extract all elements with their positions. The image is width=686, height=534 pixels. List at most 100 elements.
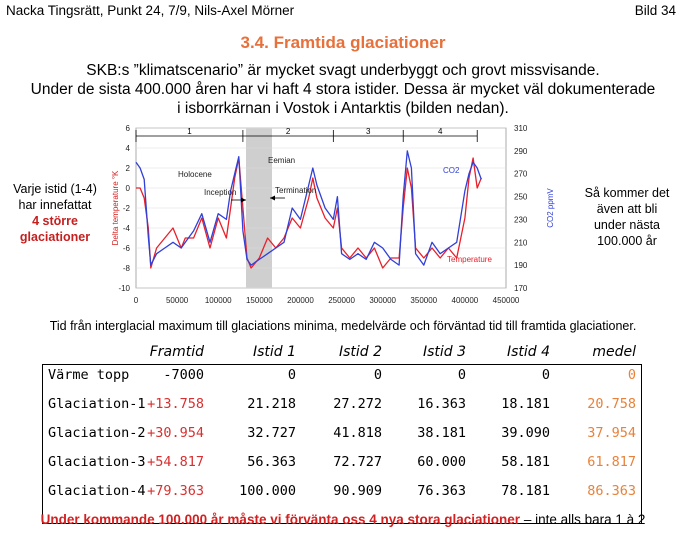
col-header-istid1: Istid 1 (252, 344, 296, 360)
left-tick-label: 4 (126, 144, 131, 153)
inception-label: Inception (204, 188, 236, 197)
table-cell: 60.000 (417, 454, 466, 470)
table-cell: 21.218 (247, 396, 296, 412)
footer-bold: Under kommande 100.000 år måste vi förvä… (40, 512, 521, 527)
col-header-istid4: Istid 4 (506, 344, 550, 360)
table-cell: 100.000 (239, 483, 296, 499)
x-tick-label: 250000 (328, 296, 355, 305)
table-cell: 32.727 (247, 425, 296, 441)
right-tick-label: 170 (514, 284, 528, 293)
left-tick-label: -8 (123, 264, 131, 273)
row-label: Värme topp (48, 367, 130, 383)
table-cell: +79.363 (147, 483, 204, 499)
side-left-line-3: 4 större (32, 214, 78, 228)
table-cell: 16.363 (417, 396, 466, 412)
period-label: 3 (366, 127, 371, 136)
right-tick-label: 190 (514, 261, 528, 270)
table-row: Värme topp -7000 0 0 0 0 0 (42, 367, 642, 396)
footer-rest: – inte alls bara 1 à 2 (520, 512, 646, 527)
table-cell: 56.363 (247, 454, 296, 470)
side-left-line-2: har innefattat (18, 198, 92, 212)
left-tick-label: -6 (123, 244, 131, 253)
holocene-label: Holocene (178, 170, 212, 179)
x-axis-ticks: 0 50000 100000 150000 200000 250000 300000 3500… (134, 296, 520, 305)
right-tick-label: 290 (514, 147, 528, 156)
table-cell: +13.758 (147, 396, 204, 412)
table-cell: 78.181 (501, 483, 550, 499)
co2-series-line (135, 150, 482, 266)
side-right-line-1: Så kommer det (584, 186, 670, 200)
table-cell: 41.818 (333, 425, 382, 441)
table-row: Glaciation-3 +54.817 56.363 72.727 60.000 58.… (42, 454, 642, 483)
table-cell: 86.363 (587, 483, 636, 499)
right-axis-label: CO2 ppmV (546, 188, 555, 228)
table-cell: -7000 (163, 367, 204, 383)
x-tick-label: 400000 (452, 296, 479, 305)
gridlines (136, 127, 506, 289)
slide-title: 3.4. Framtida glaciationer (240, 33, 446, 52)
period-markers: 1 2 3 4 (135, 127, 478, 142)
x-tick-label: 0 (134, 296, 139, 305)
vostok-chart: 1 2 3 4 6 4 2 0 -2 -4 -6 -8 -10 310 290 270 250 230 210 1… (111, 124, 555, 305)
x-tick-label: 100000 (205, 296, 232, 305)
table-cell: 37.954 (587, 425, 636, 441)
x-tick-label: 50000 (166, 296, 189, 305)
table-cell: 38.181 (417, 425, 466, 441)
table-row: Glaciation-1 +13.758 21.218 27.272 16.363 18.… (42, 396, 642, 425)
table-cell: 0 (457, 367, 466, 383)
table-cell: 39.090 (501, 425, 550, 441)
col-header-istid3: Istid 3 (422, 344, 466, 360)
table-cell: +30.954 (147, 425, 204, 441)
header-left: Nacka Tingsrätt, Punkt 24, 7/9, Nils-Axe… (6, 3, 295, 18)
x-tick-label: 200000 (287, 296, 314, 305)
footer-conclusion: Under kommande 100.000 år måste vi förvä… (0, 512, 686, 527)
series-layer (135, 150, 482, 269)
eemian-label: Eemian (268, 156, 295, 165)
x-tick-label: 150000 (246, 296, 273, 305)
left-axis-label: Delta temperature °K (111, 170, 120, 245)
left-tick-label: -10 (118, 284, 130, 293)
right-tick-label: 230 (514, 215, 528, 224)
table-cell: 0 (541, 367, 550, 383)
period-label: 2 (286, 127, 291, 136)
intro-line-1: SKB:s ”klimatscenario” är mycket svagt u… (86, 62, 600, 79)
x-tick-label: 350000 (410, 296, 437, 305)
left-axis-ticks: 6 4 2 0 -2 -4 -6 -8 -10 (118, 124, 130, 293)
table-cell: 58.181 (501, 454, 550, 470)
col-header-medel: medel (592, 344, 636, 360)
temperature-series-line (136, 157, 482, 269)
right-tick-label: 270 (514, 170, 528, 179)
right-tick-label: 250 (514, 193, 528, 202)
table-cell: 0 (627, 367, 636, 383)
left-tick-label: -2 (123, 204, 131, 213)
table-cell: 72.727 (333, 454, 382, 470)
left-tick-label: -4 (123, 224, 131, 233)
row-label: Glaciation-2 (48, 425, 146, 441)
right-tick-label: 210 (514, 238, 528, 247)
side-right-line-3: under nästa (593, 218, 661, 232)
row-label: Glaciation-1 (48, 396, 146, 412)
right-tick-label: 310 (514, 124, 528, 133)
side-right-line-4: 100.000 år (597, 234, 657, 248)
table-row: Glaciation-2 +30.954 32.727 41.818 38.181 39.… (42, 425, 642, 454)
left-tick-label: 2 (126, 164, 131, 173)
co2-label: CO2 (443, 166, 460, 175)
table-caption: Tid från interglacial maximum till glaci… (49, 319, 637, 333)
table-cell: 0 (373, 367, 382, 383)
intro-line-3: i isborrkärnan i Vostok i Antarktis (bil… (177, 100, 509, 117)
right-axis-ticks: 310 290 270 250 230 210 190 170 (514, 124, 528, 293)
table-cell: 20.758 (587, 396, 636, 412)
temperature-label: Temperature (447, 255, 492, 264)
termination-label: Termination (275, 186, 316, 195)
row-label: Glaciation-3 (48, 454, 146, 470)
table-cell: 18.181 (501, 396, 550, 412)
side-right-line-2: även att bli (596, 202, 658, 216)
period-label: 1 (187, 127, 192, 136)
table-cell: 61.817 (587, 454, 636, 470)
inception-arrowhead (241, 197, 246, 203)
left-tick-label: 0 (126, 184, 131, 193)
table-cell: 0 (287, 367, 296, 383)
slide-number: Bild 34 (634, 3, 676, 18)
side-note-right: Så kommer det även att bli under nästa 1… (573, 185, 681, 249)
table-cell: +54.817 (147, 454, 204, 470)
